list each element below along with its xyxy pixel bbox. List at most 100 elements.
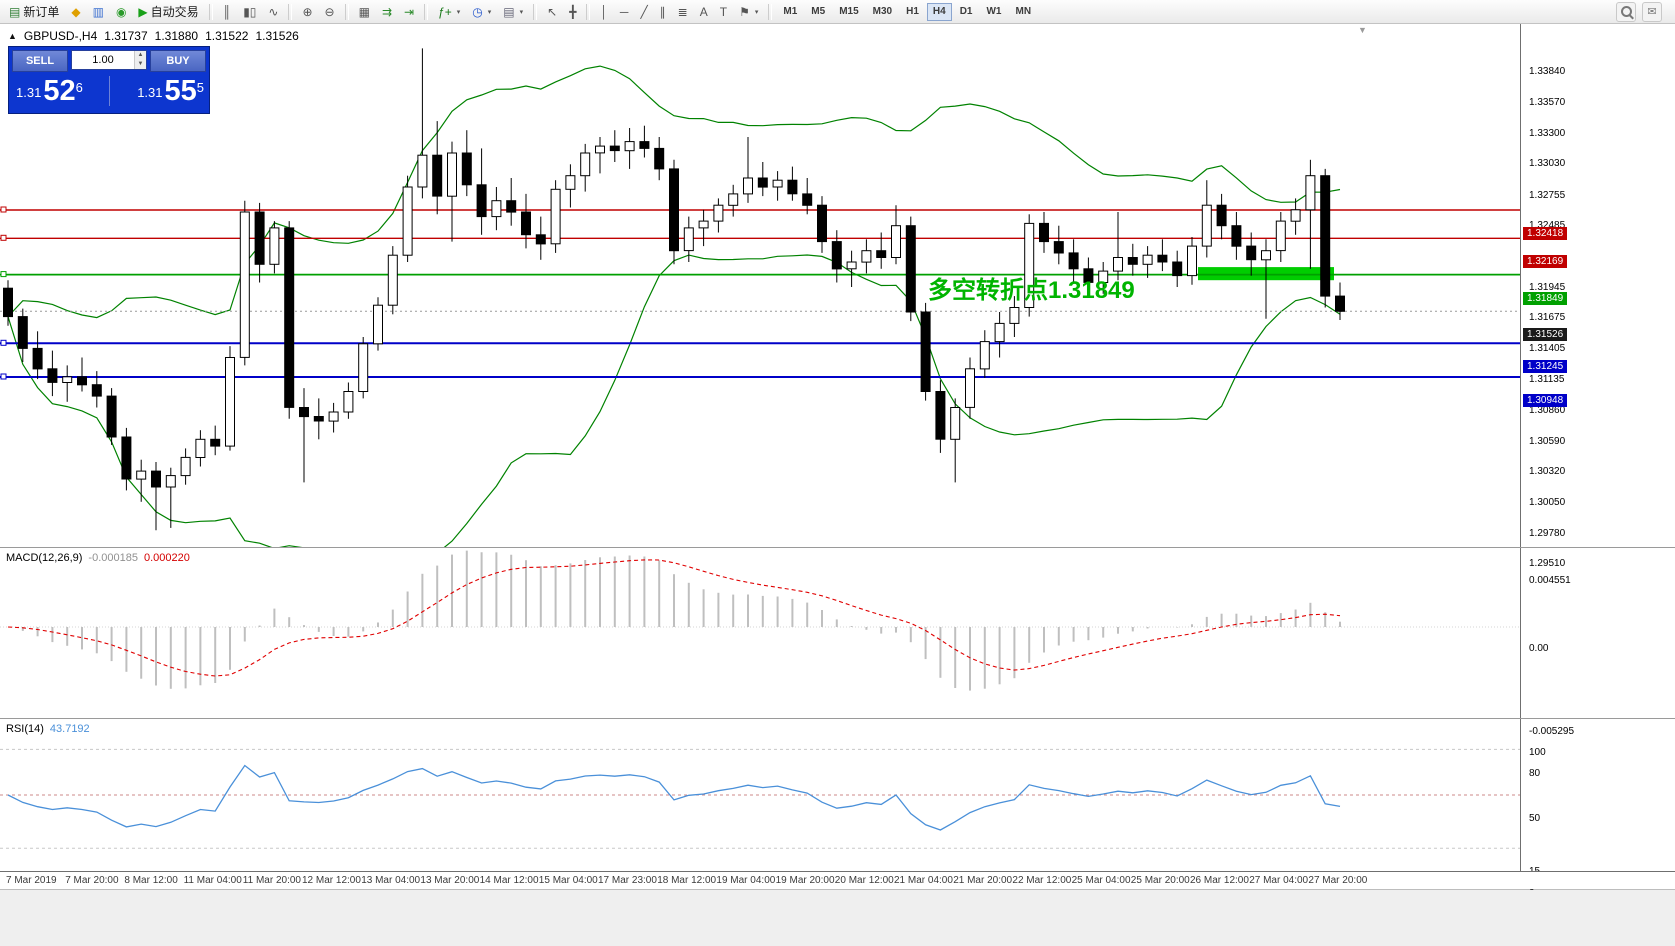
- timeframe-button-m30[interactable]: M30: [867, 3, 898, 21]
- main-price-chart[interactable]: [0, 24, 1520, 548]
- timeframe-button-mn[interactable]: MN: [1009, 3, 1037, 21]
- ohlc-low: 1.31522: [205, 29, 249, 43]
- sell-price-sup: 6: [75, 79, 83, 95]
- toolbar-separator: [208, 3, 213, 20]
- pivot-annotation-text[interactable]: 多空转折点1.31849: [928, 277, 1135, 304]
- time-axis-label: 8 Mar 12:00: [124, 875, 178, 886]
- sell-price[interactable]: 1.31 52 6: [12, 76, 109, 106]
- label-icon[interactable]: T: [715, 2, 732, 22]
- crosshair-icon[interactable]: ╋: [564, 2, 581, 22]
- chart-shift-marker[interactable]: ▼: [1358, 25, 1367, 35]
- one-click-trading-panel: SELL 1.00 ▲ ▼ BUY 1.31 52 6 1.31 55 5: [8, 46, 210, 114]
- refresh-icon[interactable]: ◉: [111, 2, 131, 22]
- rsi-label: RSI(14) 43.7192: [6, 723, 90, 735]
- panel-splitter-macd[interactable]: [0, 547, 1675, 551]
- vertical-line-icon[interactable]: │: [595, 2, 613, 22]
- sell-button[interactable]: SELL: [12, 50, 68, 72]
- buy-price[interactable]: 1.31 55 5: [110, 76, 207, 106]
- trendline-icon[interactable]: ╱: [635, 2, 652, 22]
- rsi-scale-100: 100: [1529, 747, 1546, 758]
- templates-button[interactable]: ▤ ▾: [498, 2, 528, 22]
- time-axis[interactable]: 7 Mar 2019 7 Mar 20:00 8 Mar 12:00 11 Mar 0…: [0, 871, 1675, 889]
- price-tick-label: 1.33840: [1529, 66, 1566, 78]
- line-chart-icon[interactable]: ∿: [263, 2, 283, 22]
- text-icon-glyph: A: [699, 4, 708, 19]
- tile-windows-icon[interactable]: ▦: [354, 2, 375, 22]
- volume-input[interactable]: 1.00 ▲ ▼: [71, 50, 147, 70]
- profile-icon[interactable]: ▥: [88, 2, 109, 22]
- time-axis-label: 13 Mar 20:00: [420, 875, 480, 886]
- new-order-button[interactable]: ▤ 新订单: [4, 2, 64, 22]
- mail-button[interactable]: ✉: [1642, 1, 1662, 22]
- text-icon[interactable]: A: [695, 2, 713, 22]
- buy-price-prefix: 1.31: [137, 84, 163, 100]
- periods-button[interactable]: ◷ ▾: [467, 2, 496, 22]
- channel-icon-glyph: ∥: [659, 4, 666, 19]
- time-axis-label: 25 Mar 20:00: [1130, 875, 1190, 886]
- cursor-icon[interactable]: ↖: [542, 2, 562, 22]
- ohlc-close: 1.31526: [255, 29, 299, 43]
- candlestick-chart-icon[interactable]: ▮▯: [238, 2, 261, 22]
- search-icon: [1620, 6, 1632, 17]
- fibonacci-icon-glyph: ≣: [677, 4, 688, 19]
- macd-indicator-chart[interactable]: [0, 548, 1520, 719]
- horizontal-line-icon[interactable]: ─: [615, 2, 634, 22]
- autotrade-button[interactable]: ▶ 自动交易: [133, 2, 203, 22]
- line-anchor: [0, 339, 7, 346]
- price-level-badge: 1.30948: [1523, 394, 1568, 407]
- new-order-button-label: 新订单: [23, 5, 60, 19]
- macd-scale-zero: 0.00: [1529, 643, 1549, 654]
- timeframe-button-w1[interactable]: W1: [980, 3, 1007, 21]
- timeframe-button-m1[interactable]: M1: [777, 3, 803, 21]
- volume-down-icon[interactable]: ▼: [135, 60, 146, 69]
- timeframe-button-m5[interactable]: M5: [805, 3, 831, 21]
- time-axis-label: 15 Mar 04:00: [538, 875, 598, 886]
- current-price-badge: 1.31526: [1523, 328, 1568, 342]
- price-tick-label: 1.32755: [1529, 189, 1566, 201]
- price-scale[interactable]: 0.004551 0.00 -0.005295 100 80 50 15 0 1…: [1520, 24, 1675, 893]
- timeframe-button-h4[interactable]: H4: [926, 2, 952, 21]
- zoom-in-icon-glyph: ⊕: [302, 4, 313, 19]
- chart-shift-icon[interactable]: ⇥: [399, 2, 419, 22]
- buy-button[interactable]: BUY: [150, 50, 206, 72]
- macd-label: MACD(12,26,9) -0.000185 0.000220: [6, 552, 190, 564]
- panel-splitter-rsi[interactable]: [0, 718, 1675, 722]
- channel-icon[interactable]: ∥: [655, 2, 671, 22]
- toolbar-right: ✉: [1616, 1, 1672, 22]
- timeframe-button-d1[interactable]: D1: [954, 3, 979, 21]
- price-tick-label: 1.33300: [1529, 127, 1566, 139]
- bar-chart-icon[interactable]: ║: [218, 2, 237, 22]
- price-level-badge: 1.31849: [1523, 291, 1568, 305]
- price-tick-label: 1.29780: [1529, 527, 1566, 539]
- bollinger-bands: [7, 65, 1341, 548]
- zoom-out-icon[interactable]: ⊖: [320, 2, 340, 22]
- volume-up-icon[interactable]: ▲: [135, 51, 146, 60]
- crosshair-icon-glyph: ╋: [569, 4, 577, 19]
- one-click-toggle-icon[interactable]: ▲: [8, 31, 17, 41]
- volume-value[interactable]: 1.00: [92, 54, 114, 66]
- price-tick-label: 1.30590: [1529, 435, 1566, 447]
- rsi-scale-50: 50: [1529, 813, 1541, 824]
- timeframe-button-m15[interactable]: M15: [833, 3, 864, 21]
- time-axis-label: 13 Mar 04:00: [361, 875, 421, 886]
- time-axis-label: 19 Mar 04:00: [716, 875, 776, 886]
- zoom-in-icon[interactable]: ⊕: [297, 2, 317, 22]
- time-axis-label: 21 Mar 04:00: [894, 875, 953, 886]
- chart-header: ▲ GBPUSD-,H4 1.31737 1.31880 1.31522 1.3…: [8, 29, 299, 43]
- price-tick-label: 1.31945: [1529, 281, 1566, 293]
- timeframe-button-h1[interactable]: H1: [900, 3, 925, 21]
- line-anchor: [0, 373, 7, 380]
- macd-scale-max: 0.004551: [1529, 575, 1571, 586]
- rsi-indicator-chart[interactable]: [0, 719, 1520, 871]
- charts-icon[interactable]: ◆: [66, 2, 85, 22]
- fibonacci-icon[interactable]: ≣: [673, 2, 693, 22]
- trendline-icon-glyph: ╱: [640, 4, 648, 19]
- vertical-line-icon-glyph: │: [600, 4, 608, 19]
- tile-windows-icon-glyph: ▦: [358, 4, 370, 19]
- price-tick-label: 1.30050: [1529, 497, 1566, 509]
- arrows-icon[interactable]: ⚑ ▾: [734, 2, 763, 22]
- indicators-button[interactable]: ƒ+ ▾: [433, 2, 465, 22]
- autoscroll-icon[interactable]: ⇉: [377, 2, 397, 22]
- search-button[interactable]: [1616, 1, 1636, 22]
- toolbar-separator: [768, 3, 773, 20]
